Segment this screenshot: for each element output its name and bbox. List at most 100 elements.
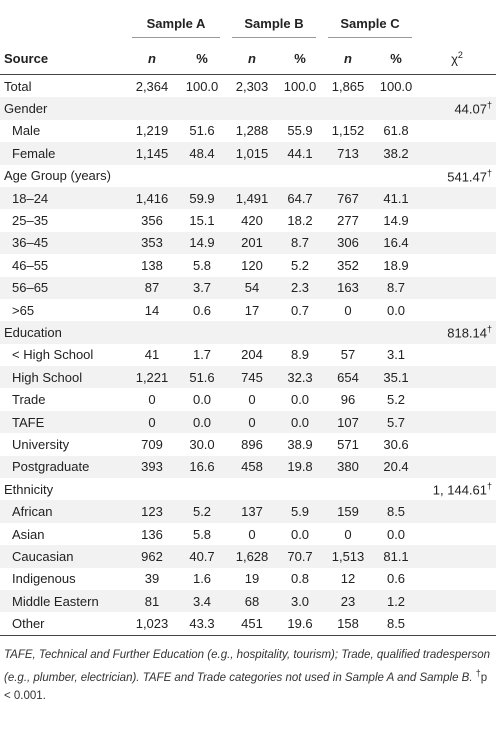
cell: 2.3 bbox=[290, 280, 310, 296]
cell: 2,303 bbox=[235, 78, 269, 94]
cell: 54 bbox=[244, 280, 260, 296]
superscript: † bbox=[487, 481, 493, 492]
cell bbox=[374, 321, 418, 343]
cell: 1,416 bbox=[135, 190, 169, 206]
table-row: Education 818.14† bbox=[0, 321, 496, 344]
cell: 100.0 bbox=[379, 78, 413, 94]
cell bbox=[322, 165, 374, 187]
cell: 158 bbox=[322, 612, 375, 636]
cell: 70.7 bbox=[287, 548, 313, 564]
cell bbox=[418, 366, 496, 388]
row-label: Caucasian bbox=[12, 548, 74, 564]
row-label: 56–65 bbox=[12, 280, 49, 296]
table-row: 18–24 1,416 59.9 1,491 64.7 767 41.1 bbox=[0, 186, 496, 210]
cell: 0.0 bbox=[290, 526, 310, 542]
cell: 1,288 bbox=[235, 123, 269, 139]
cell bbox=[374, 478, 418, 500]
superscript: † bbox=[487, 167, 493, 178]
cell: 5.2 bbox=[386, 392, 406, 408]
cell bbox=[418, 388, 496, 410]
cell: 136 bbox=[141, 526, 163, 542]
table-head: Sample A Sample B Sample C Source n % n … bbox=[0, 0, 496, 75]
row-label: 46–55 bbox=[12, 257, 49, 273]
cell: 0.0 bbox=[192, 392, 212, 408]
cell: 17 bbox=[244, 302, 260, 318]
superscript: 2 bbox=[457, 49, 463, 60]
cell bbox=[418, 523, 496, 545]
cell bbox=[322, 321, 374, 343]
cell: 0 bbox=[344, 526, 352, 542]
chi-value: 1, 144.61 bbox=[432, 482, 487, 498]
table-row: Total 2,364 100.0 2,303 100.0 1,865 100.0 bbox=[0, 75, 496, 98]
cell: 41.1 bbox=[383, 190, 409, 206]
cell: 5.2 bbox=[192, 504, 212, 520]
column-header: n bbox=[126, 42, 178, 75]
cell bbox=[178, 97, 226, 119]
table-row: >65 14 0.6 17 0.7 0 0.0 bbox=[0, 299, 496, 321]
cell: 35.1 bbox=[383, 369, 409, 385]
cell bbox=[226, 165, 278, 187]
cell: 43.3 bbox=[178, 612, 227, 636]
table-row: 46–55 138 5.8 120 5.2 352 18.9 bbox=[0, 254, 496, 276]
cell: 1,145 bbox=[135, 145, 169, 161]
cell: 5.8 bbox=[192, 526, 212, 542]
column-header: % bbox=[374, 42, 419, 75]
cell bbox=[418, 344, 496, 366]
cell bbox=[418, 568, 496, 590]
row-label: 18–24 bbox=[12, 190, 49, 206]
cell bbox=[178, 478, 226, 500]
group-label: Sample B bbox=[232, 16, 317, 38]
cell: 59.9 bbox=[189, 190, 215, 206]
group-header: Sample B bbox=[226, 0, 322, 42]
cell bbox=[418, 590, 496, 612]
table-row: 36–45 353 14.9 201 8.7 306 16.4 bbox=[0, 231, 496, 255]
cell: 1,015 bbox=[235, 145, 269, 161]
cell bbox=[418, 142, 496, 164]
cell bbox=[126, 321, 178, 343]
superscript: † bbox=[487, 324, 493, 335]
cell bbox=[418, 612, 496, 636]
cell: 8.5 bbox=[374, 612, 419, 636]
cell: 137 bbox=[241, 504, 263, 520]
table-row: Trade 0 0.0 0 0.0 96 5.2 bbox=[0, 388, 496, 410]
cell: 48.4 bbox=[189, 145, 215, 161]
cell: 51.6 bbox=[189, 123, 215, 139]
cell: 393 bbox=[141, 459, 163, 475]
cell: 0.0 bbox=[386, 302, 406, 318]
group-header: Sample A bbox=[126, 0, 226, 42]
cell: 458 bbox=[241, 459, 263, 475]
cell: 39 bbox=[144, 571, 160, 587]
cell: 896 bbox=[241, 436, 263, 452]
cell: 0 bbox=[248, 414, 256, 430]
table-row: < High School 41 1.7 204 8.9 57 3.1 bbox=[0, 344, 496, 366]
cell bbox=[278, 321, 322, 343]
cell: 55.9 bbox=[287, 123, 313, 139]
cell: 1,023 bbox=[126, 612, 178, 636]
section-label: Gender bbox=[4, 101, 48, 117]
table-row: Gender 44.07† bbox=[0, 97, 496, 120]
cell: 353 bbox=[141, 235, 163, 251]
cell: 81 bbox=[144, 593, 160, 609]
cell: 0.8 bbox=[290, 571, 310, 587]
cell: 38.2 bbox=[383, 145, 409, 161]
cell: 201 bbox=[241, 235, 263, 251]
cell: 8.7 bbox=[290, 235, 310, 251]
cell bbox=[374, 97, 418, 119]
chi-cell: 818.14† bbox=[418, 321, 496, 343]
cell: 277 bbox=[337, 213, 359, 229]
cell: 8.5 bbox=[386, 504, 406, 520]
cell: 5.9 bbox=[290, 504, 310, 520]
group-label: Sample C bbox=[328, 16, 413, 38]
cell: 1,219 bbox=[135, 123, 169, 139]
cell: 420 bbox=[241, 213, 263, 229]
cell: 100.0 bbox=[185, 78, 219, 94]
cell: 1,152 bbox=[331, 123, 365, 139]
table-row: Asian 136 5.8 0 0.0 0 0.0 bbox=[0, 523, 496, 545]
footnote-mark: † bbox=[475, 667, 481, 678]
cell: 0 bbox=[248, 526, 256, 542]
superscript: † bbox=[487, 100, 493, 111]
table-row: Ethnicity 1, 144.61† bbox=[0, 478, 496, 500]
cell: 962 bbox=[141, 548, 163, 564]
table-row: Indigenous 39 1.6 19 0.8 12 0.6 bbox=[0, 568, 496, 590]
cell bbox=[278, 165, 322, 187]
